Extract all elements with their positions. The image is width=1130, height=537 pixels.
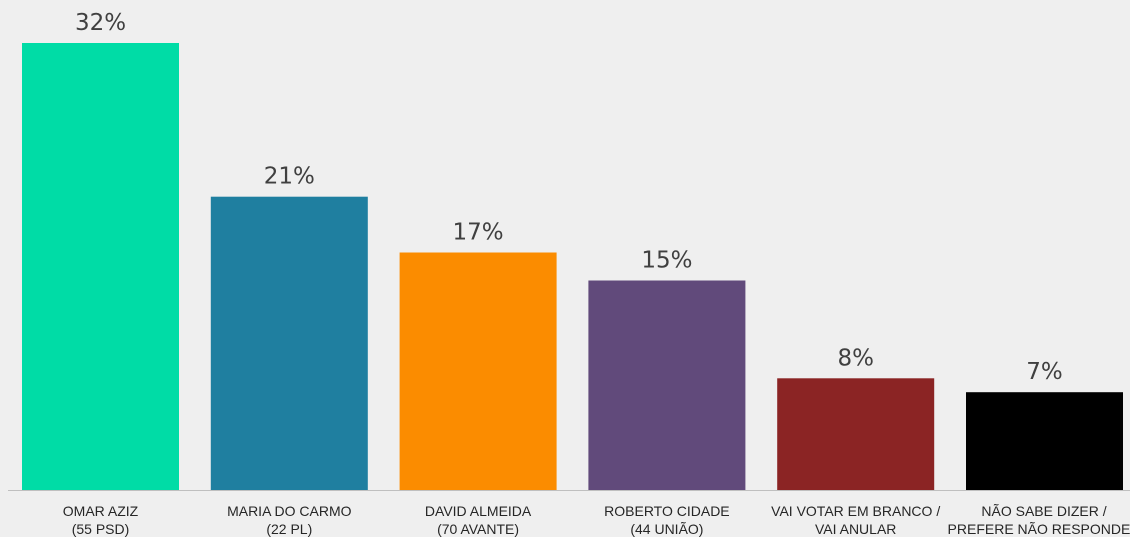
bar-0 xyxy=(22,43,179,490)
bar-1 xyxy=(210,196,368,490)
bars-group xyxy=(22,43,1123,491)
value-label-4: 8% xyxy=(837,345,874,371)
category-label-5-line-0: NÃO SABE DIZER / xyxy=(981,503,1106,519)
category-label-0-line-1: (55 PSD) xyxy=(72,521,130,537)
category-label-2-line-1: (70 AVANTE) xyxy=(437,521,519,537)
category-label-4-line-1: VAI ANULAR xyxy=(815,521,896,537)
value-label-3: 15% xyxy=(641,248,692,274)
bar-5 xyxy=(966,392,1123,490)
category-label-5-line-1: PREFERE NÃO RESPONDER xyxy=(948,521,1130,537)
value-labels-group: 32% 21% 17% 15% 8% 7% xyxy=(75,10,1063,385)
value-label-1: 21% xyxy=(264,164,315,190)
category-label-4-line-0: VAI VOTAR EM BRANCO / xyxy=(771,503,940,519)
bar-2 xyxy=(399,252,557,490)
category-label-1-line-0: MARIA DO CARMO xyxy=(227,503,352,519)
category-label-3-line-0: ROBERTO CIDADE xyxy=(604,503,730,519)
category-labels-group: OMAR AZIZ (55 PSD) MARIA DO CARMO (22 PL) DA… xyxy=(63,503,1130,537)
value-label-5: 7% xyxy=(1026,359,1063,385)
category-label-3-line-1: (44 UNIÃO) xyxy=(630,521,703,537)
category-label-1-line-1: (22 PL) xyxy=(266,521,312,537)
value-label-0: 32% xyxy=(75,10,126,36)
bar-4 xyxy=(777,378,935,491)
category-label-0-line-0: OMAR AZIZ xyxy=(63,503,139,519)
bar-3 xyxy=(588,280,746,490)
value-label-2: 17% xyxy=(453,220,504,246)
category-label-2-line-0: DAVID ALMEIDA xyxy=(425,503,532,519)
